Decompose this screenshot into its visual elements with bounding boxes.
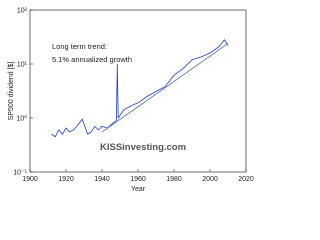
y-tick-label: 10⁰ xyxy=(16,115,27,123)
x-tick-label: 2000 xyxy=(202,176,218,183)
watermark: KISSinvesting.com xyxy=(100,142,186,153)
annotation: Long term trend: xyxy=(52,42,107,51)
x-tick-label: 1960 xyxy=(130,176,146,183)
chart: Year SP500 dividend [$] Long term trend:… xyxy=(8,8,254,194)
y-tick-label: 10² xyxy=(17,8,28,15)
x-tick-label: 1920 xyxy=(58,176,74,183)
y-tick-label: 10¹ xyxy=(17,62,28,69)
data-line xyxy=(51,39,229,138)
x-tick-label: 1940 xyxy=(94,176,110,183)
data-line xyxy=(101,43,229,133)
x-axis-label: Year xyxy=(131,186,146,193)
x-tick-label: 1980 xyxy=(166,176,182,183)
y-axis-label: SP500 dividend [$] xyxy=(8,62,15,121)
x-tick-label: 2020 xyxy=(238,176,254,183)
y-tick-label: 10⁻¹ xyxy=(13,170,27,177)
annotation: 5.1% annualized growth xyxy=(52,55,132,64)
x-tick-label: 1900 xyxy=(22,176,38,183)
